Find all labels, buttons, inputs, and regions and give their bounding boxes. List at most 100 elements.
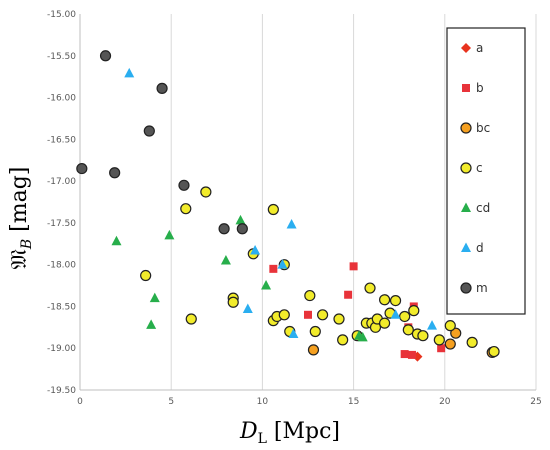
legend-label-m: m: [476, 281, 488, 295]
data-point-c: [185, 313, 197, 325]
x-tick-label: 15: [348, 397, 359, 407]
data-point-m: [218, 223, 230, 235]
data-point-cd: [164, 229, 175, 240]
data-point-c: [379, 294, 391, 306]
x-tick-label: 5: [168, 397, 174, 407]
legend-marker-m: [460, 282, 472, 294]
legend-label-a: a: [476, 41, 483, 55]
y-tick-label: -19.50: [47, 386, 76, 396]
y-tick-label: -18.50: [47, 302, 76, 312]
data-point-c: [417, 330, 429, 342]
data-point-m: [76, 162, 88, 175]
legend-marker-b: [462, 84, 470, 92]
data-point-c: [444, 320, 456, 332]
x-tick-label: 20: [439, 397, 451, 407]
data-point-c: [309, 325, 321, 338]
data-point-b: [437, 344, 446, 353]
data-point-d: [390, 309, 401, 319]
data-point-c: [466, 336, 478, 348]
legend-marker-c: [460, 162, 472, 174]
grid: [79, 14, 537, 391]
y-tick-label: -16.00: [47, 94, 76, 104]
legend-label-cd: cd: [476, 201, 490, 215]
legend-item-cd: cd: [461, 201, 490, 215]
data-point-c: [402, 324, 414, 336]
data-point-c: [278, 309, 290, 321]
y-tick-label: -17.50: [47, 219, 76, 229]
y-tick-label: -17.00: [47, 177, 76, 187]
data-point-c: [389, 294, 402, 307]
data-point-d: [242, 303, 253, 313]
y-tick-label: -16.50: [47, 135, 76, 145]
series-bc: [307, 327, 498, 358]
x-tick-label: 25: [530, 397, 541, 407]
data-point-cd: [220, 254, 231, 265]
legend: a b bc c cd d m: [446, 27, 526, 315]
x-tick-label: 10: [257, 397, 269, 407]
data-point-c: [379, 317, 391, 329]
data-point-cd: [146, 319, 157, 329]
data-point-b: [344, 290, 353, 299]
legend-label-c: c: [476, 161, 483, 175]
legend-item-d: d: [461, 241, 484, 255]
tick-labels: 0 5 10 15 20 25 -15.00 -15.50 -16.00 -16.50 -17.00…: [47, 10, 542, 407]
x-tick-label: 0: [77, 397, 83, 407]
data-point-c: [433, 334, 445, 346]
data-point-c: [140, 269, 152, 282]
legend-item-b: b: [462, 81, 484, 95]
legend-item-bc: bc: [460, 121, 490, 135]
data-point-cd: [111, 235, 122, 246]
data-point-c: [304, 289, 316, 302]
data-point-c: [267, 203, 279, 216]
data-point-m: [236, 223, 248, 235]
series-m: [76, 50, 248, 235]
data-point-b: [400, 350, 409, 359]
data-point-d: [124, 67, 135, 78]
legend-label-bc: bc: [476, 121, 490, 135]
legend-item-m: m: [460, 281, 488, 295]
legend-marker-a: [461, 43, 471, 53]
data-point-d: [288, 328, 299, 339]
legend-label-b: b: [476, 81, 484, 95]
legend-label-d: d: [476, 241, 484, 255]
data-point-c: [408, 305, 420, 317]
data-points: [76, 50, 500, 362]
data-point-cd: [357, 331, 368, 342]
data-point-c: [180, 203, 192, 215]
legend-item-c: c: [460, 161, 483, 175]
data-point-c: [333, 313, 345, 325]
data-point-m: [99, 50, 112, 62]
data-point-b: [349, 262, 358, 271]
data-point-bc: [307, 344, 320, 356]
legend-marker-d: [461, 242, 471, 252]
data-point-c: [399, 310, 411, 323]
data-point-bc: [444, 338, 456, 350]
series-cd: [111, 214, 368, 342]
data-point-c: [316, 309, 329, 321]
legend-marker-bc: [460, 122, 472, 134]
series-c: [140, 186, 500, 358]
data-point-c: [200, 186, 212, 198]
y-tick-label: -15.00: [47, 10, 76, 20]
legend-item-a: a: [461, 41, 483, 55]
data-point-c: [364, 282, 376, 294]
data-point-b: [269, 264, 278, 273]
legend-marker-cd: [461, 202, 471, 212]
data-point-m: [143, 125, 155, 137]
y-axis-title: 𝔐B [mag]: [7, 167, 35, 270]
data-point-c: [488, 345, 500, 358]
y-tick-label: -18.00: [47, 261, 76, 271]
data-point-m: [156, 82, 168, 94]
series-d: [124, 67, 438, 339]
data-point-d: [277, 259, 288, 269]
data-point-b: [407, 350, 416, 359]
data-point-d: [250, 244, 261, 255]
data-point-c: [227, 296, 239, 308]
data-point-cd: [235, 214, 246, 225]
legend-box: [446, 27, 526, 315]
y-tick-label: -19.00: [47, 344, 76, 354]
data-point-bc: [450, 327, 462, 339]
data-point-m: [109, 167, 121, 179]
data-point-cd: [149, 292, 160, 303]
